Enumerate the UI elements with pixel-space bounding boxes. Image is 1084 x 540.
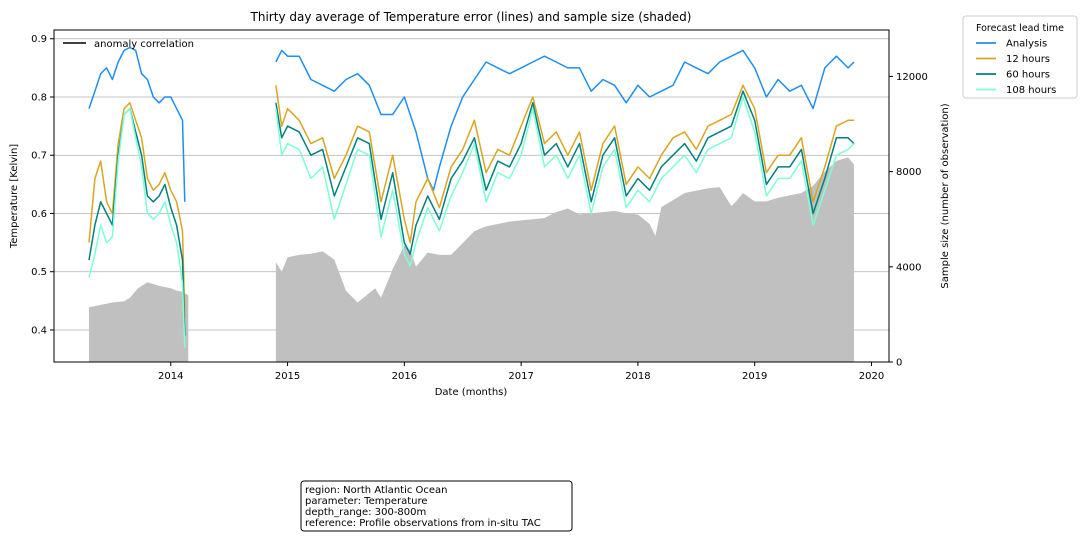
y2-tick-label: 12000 (896, 72, 928, 83)
x-tick-label: 2019 (742, 371, 767, 382)
plot-frame (53, 29, 890, 363)
y-tick-label: 0.7 (31, 151, 47, 162)
x-tick-label: 2017 (508, 371, 533, 382)
sample-size-area (89, 157, 854, 362)
y-tick-label: 0.4 (31, 325, 47, 336)
series-line-analysis (88, 46, 186, 202)
series-line-12-hours (275, 84, 854, 244)
info-box-line: region: North Atlantic Ocean (305, 485, 448, 496)
series-line-108-hours (275, 96, 855, 267)
y2-tick-label: 0 (896, 358, 902, 369)
legend-label: 108 hours (1006, 85, 1056, 96)
info-box-line: parameter: Temperature (305, 496, 428, 507)
legend-frame (962, 15, 1078, 99)
info-box-line: depth_range: 300-800m (305, 507, 426, 518)
y2-tick-label: 4000 (896, 262, 921, 273)
series-line-108-hours (88, 107, 186, 348)
y-tick-label: 0.6 (31, 209, 47, 220)
legend-label: 12 hours (1006, 54, 1050, 65)
info-box: region: North Atlantic Ocean parameter: … (300, 480, 573, 532)
series-line-60-hours (88, 107, 186, 336)
legend-label: Analysis (1006, 39, 1047, 50)
sample-size-area-segment (89, 282, 189, 362)
legend-label: 60 hours (1006, 70, 1050, 81)
legend-title: Forecast lead time (976, 23, 1064, 34)
x-axis-ticks: 2014 2015 2016 2017 2018 2019 2020 (158, 362, 884, 382)
series-line-analysis (275, 49, 855, 191)
y2-axis-label: Sample size (number of observation) (940, 103, 951, 288)
chart-title: Thirty day average of Temperature error … (250, 10, 692, 24)
inner-legend-label: anomaly correlation (94, 39, 194, 50)
legend-items: Analysis 12 hours 60 hours 108 hours (976, 39, 1056, 96)
info-box-line: reference: Profile observations from in-… (305, 518, 541, 529)
y-axis-ticks: 0.4 0.5 0.6 0.7 0.8 0.9 (31, 34, 54, 336)
y-tick-label: 0.9 (31, 34, 47, 45)
info-box-frame (300, 480, 573, 532)
y-tick-label: 0.5 (31, 267, 47, 278)
x-tick-label: 2014 (158, 371, 183, 382)
y2-tick-label: 8000 (896, 167, 921, 178)
legend: Forecast lead time Analysis 12 hours 60 ho… (962, 15, 1078, 99)
series-line-60-hours (275, 90, 855, 255)
series-line-12-hours (88, 102, 186, 319)
x-tick-label: 2015 (275, 371, 300, 382)
x-tick-label: 2016 (392, 371, 417, 382)
y-tick-label: 0.8 (31, 92, 47, 103)
x-axis-label: Date (months) (435, 387, 508, 398)
x-tick-label: 2018 (625, 371, 650, 382)
inner-legend: anomaly correlation (63, 39, 194, 50)
sample-size-area-segment (275, 157, 854, 362)
y-axis-label: Temperature [Kelvin] (9, 144, 20, 249)
series-lines (88, 46, 855, 348)
x-tick-label: 2020 (859, 371, 884, 382)
y2-axis-ticks: 0 4000 8000 12000 (889, 72, 928, 369)
